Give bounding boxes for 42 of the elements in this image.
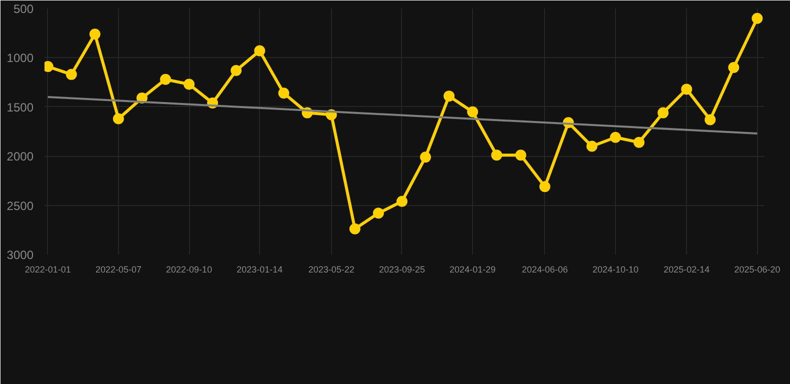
point bbox=[658, 107, 669, 118]
point bbox=[184, 78, 195, 90]
y-tick-label: 2500 bbox=[6, 198, 34, 213]
point bbox=[704, 114, 716, 126]
point bbox=[372, 208, 384, 219]
point bbox=[467, 106, 478, 118]
x-tick-label: 2024-06-06 bbox=[522, 264, 568, 274]
point bbox=[539, 181, 550, 192]
point bbox=[278, 88, 290, 99]
point bbox=[66, 68, 77, 80]
y-tick-label: 1000 bbox=[6, 51, 34, 66]
x-tick-label: 2023-09-25 bbox=[378, 264, 426, 274]
x-tick-label: 2024-01-29 bbox=[450, 264, 496, 274]
point bbox=[491, 150, 502, 161]
point bbox=[444, 90, 455, 102]
x-tick-label: 2022-09-10 bbox=[166, 264, 212, 274]
point bbox=[752, 12, 763, 24]
x-tick-label: 2025-06-20 bbox=[734, 264, 780, 274]
y-tick-label: 2000 bbox=[6, 150, 34, 164]
point bbox=[160, 74, 172, 85]
point bbox=[610, 132, 621, 143]
point bbox=[396, 196, 408, 207]
y-tick-label: 1500 bbox=[6, 100, 34, 114]
x-tick-label: 2023-05-22 bbox=[308, 264, 354, 274]
x-tick-label: 2024-10-10 bbox=[592, 264, 638, 274]
point bbox=[254, 45, 266, 56]
y-tick-label: 500 bbox=[13, 2, 34, 16]
point bbox=[681, 84, 692, 95]
point bbox=[112, 113, 124, 124]
point bbox=[633, 136, 644, 148]
x-tick-label: 2025-02-14 bbox=[664, 264, 710, 274]
point bbox=[89, 28, 100, 40]
x-tick-label: 2023-01-14 bbox=[236, 264, 283, 274]
y-tick-label: 3000 bbox=[6, 248, 34, 262]
point bbox=[420, 152, 432, 163]
point bbox=[728, 62, 740, 74]
point bbox=[515, 150, 526, 161]
point bbox=[586, 140, 598, 152]
x-tick-label: 2022-05-07 bbox=[95, 264, 142, 274]
x-tick-label: 2022-01-01 bbox=[24, 264, 71, 274]
point bbox=[349, 223, 360, 234]
point bbox=[230, 65, 242, 76]
